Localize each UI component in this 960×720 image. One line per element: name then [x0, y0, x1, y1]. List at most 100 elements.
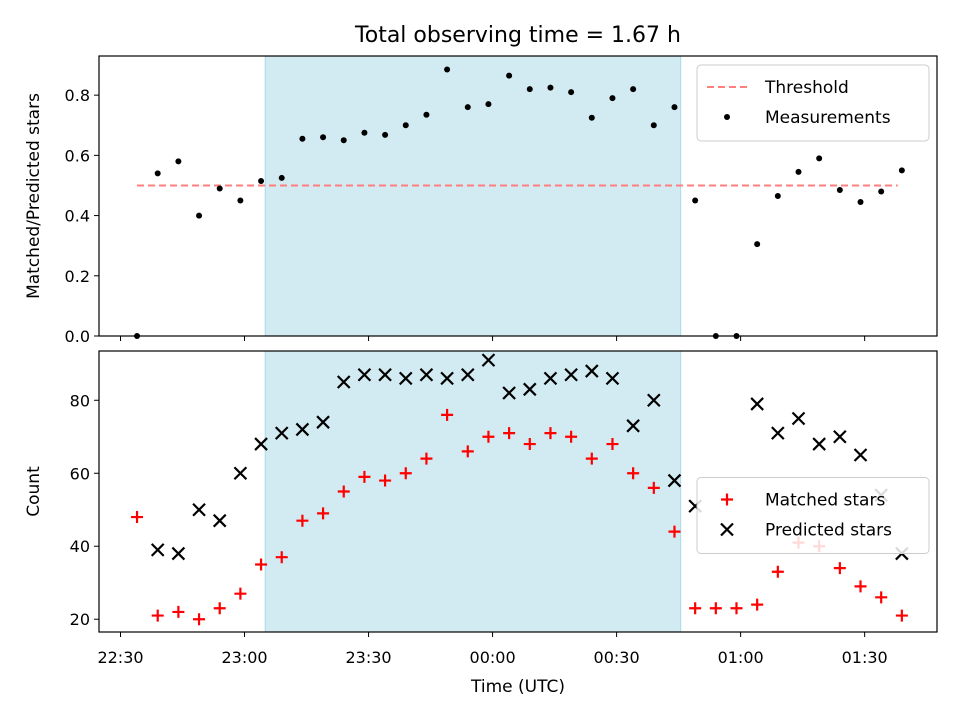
- ratio-panel: 0.0 0.2 0.4 0.6 0.8 Matched/Predicted stars Th…: [24, 55, 938, 346]
- data-point: [692, 197, 699, 204]
- axes-frame: [98, 350, 938, 633]
- data-point: [402, 122, 409, 129]
- data-point: [192, 502, 206, 517]
- x-tick-label: 23:30: [345, 648, 391, 667]
- data-point: [812, 437, 826, 451]
- legend-label: Threshold: [764, 78, 849, 98]
- data-point: [441, 408, 454, 421]
- y-tick-label: 0.8: [65, 86, 90, 105]
- y-tick-label: 0.4: [65, 207, 90, 226]
- legend: Matched stars Predicted stars: [696, 477, 930, 554]
- x-tick-label: 23:00: [221, 648, 267, 667]
- data-point: [399, 467, 412, 480]
- y-tick-label: 0.2: [65, 267, 90, 286]
- data-point: [440, 371, 454, 386]
- y-tick-label: 40: [70, 537, 90, 556]
- data-point: [234, 587, 247, 600]
- data-point: [588, 114, 595, 121]
- observing-window-shade: [264, 55, 682, 337]
- data-point: [357, 367, 372, 382]
- data-point: [340, 137, 347, 144]
- data-point: [730, 602, 743, 615]
- data-point: [875, 591, 888, 604]
- data-point: [506, 72, 513, 79]
- count-panel: 20 40 60 80 22:30 23:00 23:30 00:00 00:30 01:00 01…: [24, 350, 938, 667]
- data-point: [216, 185, 223, 192]
- data-point: [317, 507, 330, 520]
- y-axis-label: Matched/Predicted stars: [24, 93, 44, 299]
- data-point: [609, 95, 616, 102]
- data-point: [481, 353, 496, 367]
- data-point: [444, 66, 451, 73]
- data-point: [816, 155, 823, 162]
- data-point: [709, 602, 722, 615]
- data-point: [278, 174, 285, 181]
- x-axis-label: Time (UTC): [470, 677, 565, 697]
- data-point: [878, 188, 885, 195]
- data-point: [482, 430, 495, 443]
- y-tick-label: 60: [70, 464, 90, 483]
- data-point: [585, 364, 599, 378]
- x-tick-label: 00:00: [470, 648, 516, 667]
- data-point: [151, 609, 164, 622]
- data-point: [750, 397, 764, 411]
- data-point: [316, 415, 330, 429]
- data-point: [154, 170, 161, 177]
- data-point: [754, 241, 761, 248]
- data-point: [296, 514, 309, 527]
- data-point: [464, 104, 471, 111]
- data-point: [420, 452, 433, 465]
- legend-label: Matched stars: [765, 491, 885, 511]
- data-point: [237, 197, 244, 204]
- series-measurements: [134, 66, 905, 339]
- data-point: [771, 426, 785, 440]
- data-point: [337, 485, 350, 498]
- data-point: [585, 452, 598, 465]
- y-tick-label: 0.6: [65, 146, 90, 165]
- data-point: [751, 598, 764, 611]
- x-tick-label: 00:30: [594, 648, 640, 667]
- data-point: [274, 426, 289, 440]
- data-point: [361, 129, 368, 136]
- data-point: [565, 430, 578, 443]
- data-point: [606, 438, 619, 451]
- data-point: [544, 427, 557, 440]
- data-point: [336, 375, 351, 389]
- x-tick-label: 01:00: [718, 648, 764, 667]
- data-point: [379, 474, 392, 487]
- data-point: [630, 86, 637, 93]
- legend-box: [696, 477, 930, 554]
- data-point: [774, 193, 781, 199]
- data-point: [382, 131, 389, 138]
- data-point: [502, 386, 516, 400]
- observing-window-shade: [264, 350, 682, 633]
- data-point: [564, 367, 578, 382]
- data-point: [150, 543, 165, 557]
- data-point: [172, 605, 185, 618]
- data-point: [895, 609, 908, 622]
- data-point: [791, 411, 806, 426]
- data-point: [833, 562, 846, 575]
- legend-dot-swatch: [724, 114, 730, 120]
- data-point: [523, 382, 537, 397]
- y-tick-label: 0.0: [65, 327, 90, 346]
- data-point: [523, 438, 536, 451]
- legend: Threshold Measurements: [696, 64, 930, 142]
- x-tick-label: 01:30: [842, 648, 888, 667]
- data-point: [898, 167, 905, 174]
- data-point: [854, 580, 867, 593]
- data-point: [275, 551, 288, 564]
- data-point: [568, 89, 575, 96]
- data-point: [460, 367, 475, 382]
- data-point: [771, 565, 784, 578]
- data-point: [833, 429, 847, 444]
- data-point: [398, 371, 413, 386]
- data-point: [193, 613, 206, 626]
- y-axis-label: Count: [24, 466, 44, 517]
- legend-label: Measurements: [765, 108, 891, 128]
- axes-frame: [98, 55, 938, 337]
- data-point: [461, 445, 474, 458]
- data-point: [485, 101, 492, 108]
- data-point: [212, 513, 227, 528]
